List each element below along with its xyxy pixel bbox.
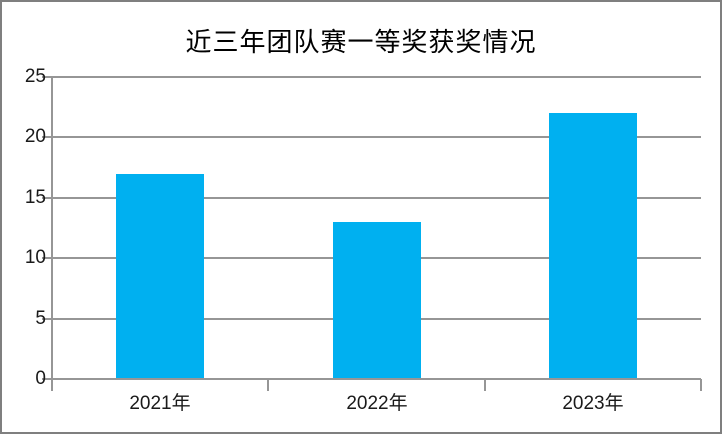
y-axis-tick-label: 15 xyxy=(24,186,46,208)
x-axis-tick-mark xyxy=(700,379,702,391)
chart-title: 近三年团队赛一等奖获奖情况 xyxy=(185,28,537,58)
gridline xyxy=(52,196,701,199)
y-axis-tick-mark xyxy=(42,378,52,380)
y-axis-tick-mark xyxy=(42,317,52,320)
y-axis-tick-mark xyxy=(42,196,52,199)
x-axis-tick-label: 2023年 xyxy=(562,393,624,414)
x-axis-line xyxy=(52,378,701,380)
y-axis-tick-label: 10 xyxy=(24,247,46,269)
bar-2022年[interactable] xyxy=(333,221,421,379)
bar-2023年[interactable] xyxy=(549,113,637,379)
y-axis-tick-label: 5 xyxy=(35,307,46,329)
y-axis-tick-label: 25 xyxy=(24,66,46,87)
y-axis-tick-label: 20 xyxy=(24,126,46,148)
y-axis-tick-label: 0 xyxy=(35,368,46,389)
x-axis-tick-mark xyxy=(484,379,486,391)
y-axis-tick-mark xyxy=(42,136,52,139)
y-axis-tick-mark xyxy=(42,257,52,260)
gridline xyxy=(52,136,701,139)
y-axis-tick-mark xyxy=(42,76,52,78)
y-axis-line xyxy=(51,77,53,391)
x-axis-tick-mark xyxy=(267,379,269,391)
bar-2021年[interactable] xyxy=(116,173,204,379)
x-axis-tick-label: 2022年 xyxy=(346,393,408,414)
gridline xyxy=(52,76,701,78)
x-axis-tick-label: 2021年 xyxy=(129,393,191,414)
